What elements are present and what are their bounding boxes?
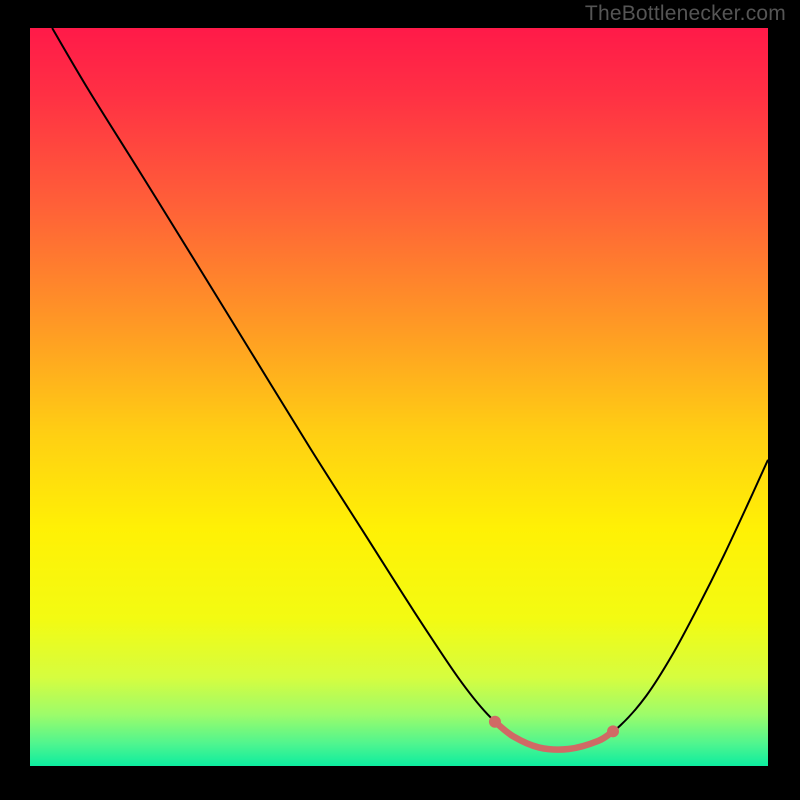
- watermark-text: TheBottlenecker.com: [585, 2, 786, 26]
- optimal-range-end-marker: [607, 725, 619, 737]
- optimal-range-start-marker: [489, 716, 501, 728]
- chart-container: TheBottlenecker.com: [0, 0, 800, 800]
- plot-area: [30, 28, 768, 766]
- bottleneck-curve-chart: [0, 0, 800, 800]
